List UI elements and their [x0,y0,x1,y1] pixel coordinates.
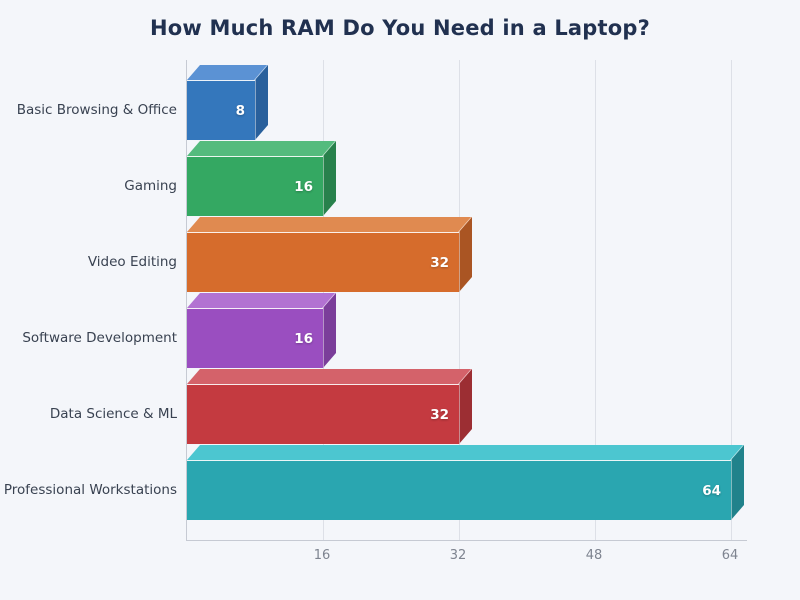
bar-side-face [459,368,472,444]
bar-front-face: 16 [187,156,323,216]
category-label: Data Science & ML [49,406,177,422]
bar-value-label: 8 [235,102,245,119]
gridline [731,60,732,540]
bar-value-label: 64 [702,482,721,499]
plot-area: 8 16 32 16 32 64 [186,60,747,541]
gridline [459,60,460,540]
bar-value-label: 16 [294,330,313,347]
x-axis-tick-label: 32 [449,548,467,563]
bar-front-face: 32 [187,232,459,292]
bar-side-face [323,292,336,368]
bar-top-face [187,369,472,384]
bar-side-face [323,140,336,216]
x-axis-tick-label: 16 [313,548,331,563]
bar-side-face [731,444,744,520]
bar-top-face [187,445,744,460]
bar-value-label: 16 [294,178,313,195]
category-label: Basic Browsing & Office [16,102,177,118]
bar-front-face: 32 [187,384,459,444]
category-label: Professional Workstations [3,482,177,498]
bar-side-face [459,216,472,292]
category-label: Gaming [124,178,177,194]
category-label: Video Editing [87,254,177,270]
x-axis-tick-label: 48 [585,548,603,563]
category-label: Software Development [22,330,177,346]
gridline [595,60,596,540]
bar-front-face: 8 [187,80,255,140]
chart-title: How Much RAM Do You Need in a Laptop? [149,16,651,40]
bar-side-face [255,64,268,140]
bar-value-label: 32 [430,254,449,271]
bar-front-face: 64 [187,460,731,520]
y-axis-category-labels: Basic Browsing & Office Gaming Video Editi… [0,60,177,540]
bar-front-face: 16 [187,308,323,368]
bar-top-face [187,141,336,156]
x-axis-tick-label: 64 [721,548,739,563]
bar-top-face [187,217,472,232]
bar-value-label: 32 [430,406,449,423]
bar-top-face [187,293,336,308]
